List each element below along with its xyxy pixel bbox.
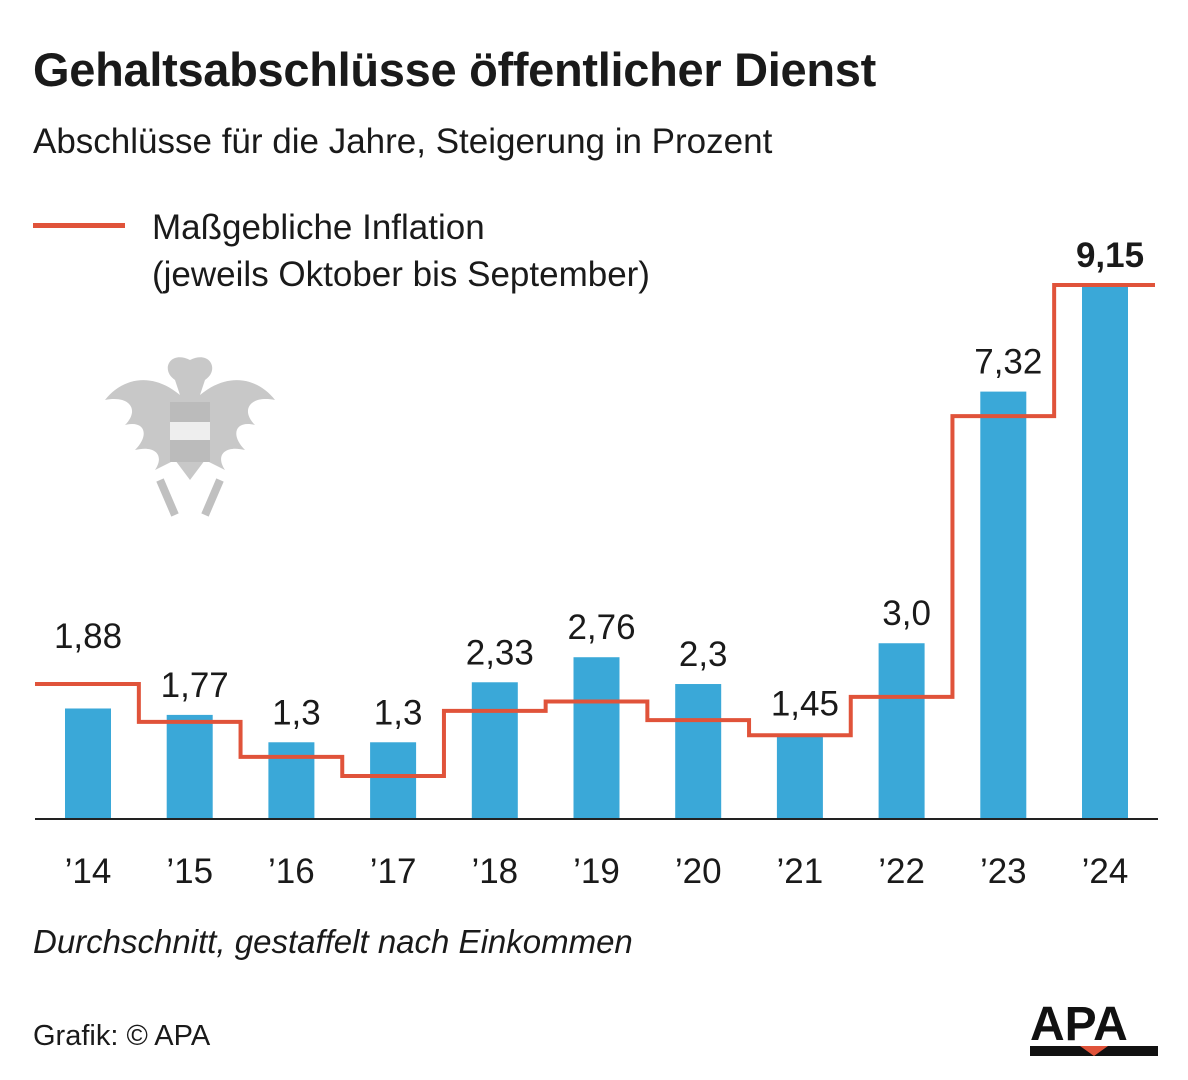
data-label-1: 1,77 — [161, 666, 229, 705]
svg-text:APA: APA — [1030, 1000, 1128, 1051]
legend-label-line2: (jeweils Oktober bis September) — [152, 255, 650, 294]
x-tick-label-6: ’20 — [675, 852, 722, 891]
x-tick-label-2: ’16 — [268, 852, 315, 891]
chart-title: Gehaltsabschlüsse öffentlicher Dienst — [33, 43, 876, 96]
bar-10 — [1082, 285, 1128, 818]
data-label-5: 2,76 — [567, 608, 635, 647]
x-tick-label-4: ’18 — [471, 852, 518, 891]
bar-8 — [878, 643, 925, 818]
bar-0 — [65, 708, 111, 818]
x-tick-label-7: ’21 — [777, 852, 824, 891]
data-label-10: 9,15 — [1076, 236, 1144, 275]
bar-5 — [573, 657, 620, 818]
x-tick-label-1: ’15 — [166, 852, 213, 891]
data-label-9: 7,32 — [974, 343, 1042, 382]
x-tick-label-0: ’14 — [65, 852, 112, 891]
apa-logo: APA — [1030, 1000, 1158, 1056]
inflation-step-line — [35, 283, 1155, 779]
legend-label-line1: Maßgebliche Inflation — [152, 208, 485, 247]
data-label-3: 1,3 — [374, 693, 423, 732]
data-label-4: 2,33 — [466, 633, 534, 672]
bar-2 — [268, 742, 315, 818]
data-label-7: 1,45 — [771, 685, 839, 724]
x-tick-label-9: ’23 — [980, 852, 1027, 891]
data-label-6: 2,3 — [679, 635, 728, 674]
bar-chart: 1,88 ’14 1,77 ’15 1,3 ’16 1,3 ’17 2,33 ’18 2,76 ’19… — [35, 236, 1158, 891]
bar-3 — [370, 742, 417, 818]
legend-line-swatch — [33, 223, 125, 228]
bar-4 — [471, 682, 518, 818]
x-tick-label-5: ’19 — [573, 852, 620, 891]
x-tick-label-10: ’24 — [1082, 852, 1129, 891]
bar-9 — [980, 391, 1027, 818]
data-label-2: 1,3 — [272, 693, 321, 732]
bar-6 — [675, 684, 722, 818]
chart-note: Durchschnitt, gestaffelt nach Einkommen — [33, 923, 633, 960]
x-tick-label-8: ’22 — [878, 852, 925, 891]
chart-subtitle: Abschlüsse für die Jahre, Steigerung in … — [33, 122, 773, 161]
austrian-eagle-watermark — [105, 357, 275, 517]
data-label-8: 3,0 — [882, 594, 931, 633]
data-label-0: 1,88 — [54, 617, 122, 656]
bar-7 — [776, 733, 823, 818]
legend-label: Maßgebliche Inflation (jeweils Oktober b… — [152, 204, 650, 298]
x-tick-label-3: ’17 — [370, 852, 417, 891]
bar-1 — [166, 714, 213, 818]
source-credit: Grafik: © APA — [33, 1020, 211, 1052]
